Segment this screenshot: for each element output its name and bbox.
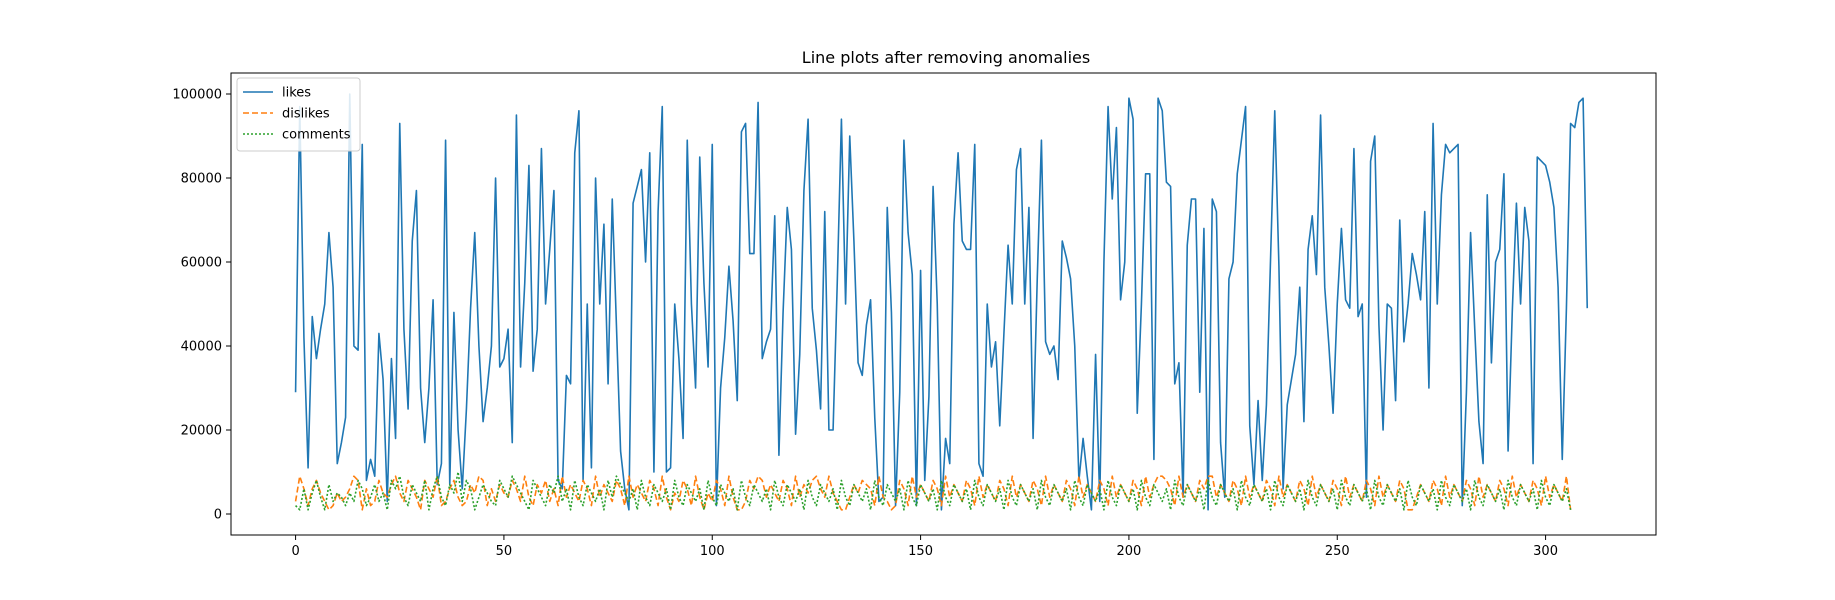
x-tick-label: 250 — [1325, 544, 1350, 559]
x-tick-label: 100 — [700, 544, 725, 559]
y-tick-label: 0 — [214, 508, 222, 523]
legend-label-dislikes: dislikes — [282, 107, 330, 122]
plot-frame — [230, 72, 1657, 536]
legend-label-comments: comments — [282, 128, 351, 143]
series-line-comments — [295, 471, 1572, 511]
x-tick-label: 200 — [1117, 544, 1142, 559]
legend: likes dislikes comments — [236, 77, 361, 152]
plot-area — [294, 93, 1589, 511]
series-line-likes — [294, 93, 1589, 511]
x-tick-label: 300 — [1533, 544, 1558, 559]
y-tick-label: 20000 — [181, 424, 222, 439]
x-tick-label: 50 — [496, 544, 513, 559]
legend-box — [236, 77, 361, 152]
x-tick-label: 0 — [291, 544, 299, 559]
x-tick-label: 150 — [908, 544, 933, 559]
legend-label-likes: likes — [282, 86, 311, 101]
y-tick-label: 80000 — [181, 172, 222, 187]
y-tick-label: 100000 — [172, 88, 222, 103]
y-tick-label: 40000 — [181, 340, 222, 355]
y-tick-label: 60000 — [181, 256, 222, 271]
x-axis: 0 50 100 150 200 250 300 — [291, 535, 1558, 559]
y-axis: 0 20000 40000 60000 80000 100000 — [172, 88, 231, 523]
chart-title: Line plots after removing anomalies — [802, 48, 1090, 67]
